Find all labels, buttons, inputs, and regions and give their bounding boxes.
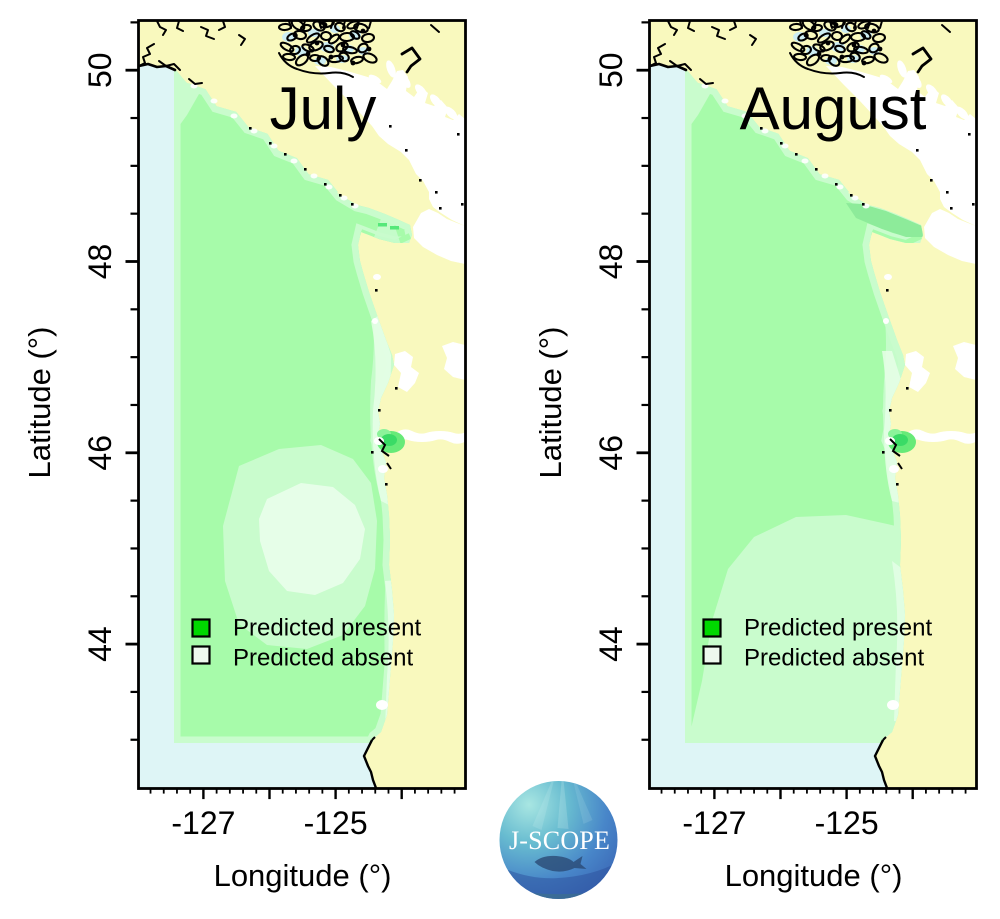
svg-text:46: 46 xyxy=(82,435,118,471)
svg-text:August: August xyxy=(740,75,927,142)
svg-text:50: 50 xyxy=(82,52,118,88)
svg-text:Latitude (°): Latitude (°) xyxy=(533,327,568,479)
svg-text:July: July xyxy=(270,75,377,142)
svg-text:44: 44 xyxy=(593,626,629,662)
svg-text:-125: -125 xyxy=(304,805,368,841)
svg-text:-127: -127 xyxy=(171,805,235,841)
svg-text:Predicted present: Predicted present xyxy=(233,615,421,642)
svg-text:50: 50 xyxy=(593,52,629,88)
svg-text:48: 48 xyxy=(82,244,118,280)
svg-text:48: 48 xyxy=(593,244,629,280)
svg-text:-125: -125 xyxy=(815,805,879,841)
svg-text:Longitude (°): Longitude (°) xyxy=(214,858,392,893)
svg-text:Predicted absent: Predicted absent xyxy=(744,645,924,672)
svg-text:46: 46 xyxy=(593,435,629,471)
svg-text:44: 44 xyxy=(82,626,118,662)
svg-text:-127: -127 xyxy=(682,805,746,841)
svg-text:Predicted present: Predicted present xyxy=(744,615,932,642)
svg-text:J-SCOPE: J-SCOPE xyxy=(509,826,610,855)
svg-text:Latitude (°): Latitude (°) xyxy=(22,327,57,479)
svg-text:Longitude (°): Longitude (°) xyxy=(725,858,903,893)
svg-text:Predicted absent: Predicted absent xyxy=(233,645,413,672)
